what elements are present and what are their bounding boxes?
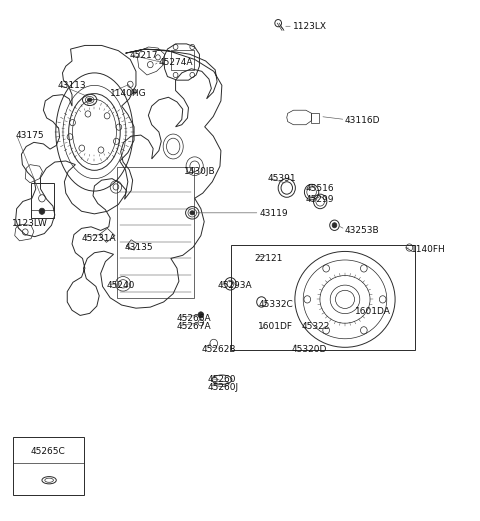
Circle shape <box>332 222 337 228</box>
Text: 45217: 45217 <box>129 51 158 60</box>
Text: 45260: 45260 <box>207 375 236 384</box>
Text: 45299: 45299 <box>306 195 335 204</box>
Text: 43119: 43119 <box>259 209 288 218</box>
Text: 1140FH: 1140FH <box>411 244 445 254</box>
Ellipse shape <box>190 211 195 215</box>
Circle shape <box>198 312 204 318</box>
Bar <box>311 114 319 122</box>
Text: 43116D: 43116D <box>345 116 381 125</box>
Text: 1123LW: 1123LW <box>12 219 48 228</box>
Text: 22121: 22121 <box>254 254 283 263</box>
Text: 45231A: 45231A <box>82 234 116 243</box>
Text: 45332C: 45332C <box>258 300 293 309</box>
Text: 1140HG: 1140HG <box>110 89 147 98</box>
Bar <box>171 50 194 70</box>
Bar <box>231 245 415 350</box>
Text: 43113: 43113 <box>58 81 86 90</box>
Ellipse shape <box>87 98 92 102</box>
Text: 1430JB: 1430JB <box>184 167 216 176</box>
Text: 45240: 45240 <box>107 281 135 290</box>
Circle shape <box>39 208 45 214</box>
Bar <box>13 437 84 495</box>
Circle shape <box>132 89 136 94</box>
Text: 45293A: 45293A <box>217 281 252 290</box>
Text: 45322: 45322 <box>301 322 329 331</box>
Text: 45320D: 45320D <box>291 345 327 354</box>
Text: 45516: 45516 <box>306 184 335 193</box>
Text: 43175: 43175 <box>16 131 44 140</box>
Text: 45260J: 45260J <box>207 383 239 392</box>
Text: 1601DA: 1601DA <box>355 307 390 316</box>
Bar <box>117 167 194 298</box>
Bar <box>31 183 54 218</box>
Text: 43253B: 43253B <box>345 226 380 235</box>
Text: 43135: 43135 <box>124 243 153 252</box>
Text: 1601DF: 1601DF <box>258 322 293 331</box>
Text: 45262B: 45262B <box>202 345 236 354</box>
Text: 45267A: 45267A <box>177 322 212 331</box>
Text: 45266A: 45266A <box>177 314 212 323</box>
Text: 1123LX: 1123LX <box>292 22 326 31</box>
Text: 45265C: 45265C <box>31 446 66 456</box>
Text: 45391: 45391 <box>268 174 296 183</box>
Text: 45274A: 45274A <box>159 58 193 67</box>
